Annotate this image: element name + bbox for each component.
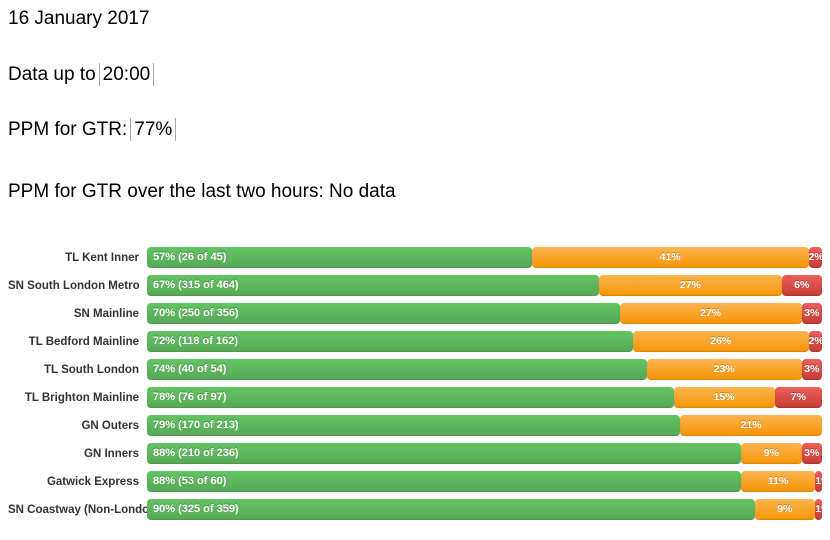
red-bar-segment: 2% bbox=[808, 331, 822, 352]
chart-row: SN Mainline 70% (250 of 356) 27% 3% bbox=[8, 303, 830, 324]
ppm-line: PPM for GTR: 77% bbox=[8, 118, 830, 141]
data-up-to-line: Data up to 20:00 bbox=[8, 63, 830, 86]
row-label: GN Inners bbox=[84, 447, 139, 460]
orange-bar-segment: 26% bbox=[633, 331, 809, 352]
green-bar-segment: 70% (250 of 356) bbox=[147, 303, 620, 324]
chart-row: TL Kent Inner 57% (26 of 45)41%2% bbox=[8, 247, 830, 268]
row-label: Gatwick Express bbox=[46, 475, 139, 488]
row-label: TL Kent Inner bbox=[65, 251, 139, 264]
orange-bar-segment: 41% bbox=[531, 247, 809, 268]
chart-row: SN Coastway (Non-London) 90% (325 of 359)… bbox=[8, 499, 830, 520]
ppm-last-two-hours-line: PPM for GTR over the last two hours: No … bbox=[8, 181, 396, 202]
chart-row: TL Brighton Mainline 78% (76 of 97) 15% 7% bbox=[8, 387, 830, 408]
orange-bar-segment: 15% bbox=[673, 387, 775, 408]
stacked-bar: 74% (40 of 54) 23% 3% bbox=[147, 359, 822, 380]
chart-row: GN Outers 79% (170 of 213) 21% bbox=[8, 415, 830, 436]
row-label: GN Outers bbox=[81, 419, 139, 432]
green-bar-segment: 88% (53 of 60) bbox=[147, 471, 741, 492]
chart-row: SN South London Metro 67% (315 of 464) 27%… bbox=[8, 275, 830, 296]
stacked-bar: 90% (325 of 359)9%1% bbox=[147, 499, 822, 520]
orange-bar-segment: 27% bbox=[599, 275, 782, 296]
orange-bar-segment: 11% bbox=[741, 471, 816, 492]
row-label: SN Coastway (Non-London) bbox=[8, 503, 147, 516]
orange-bar-segment: 9% bbox=[741, 443, 802, 464]
ppm-report-page: 16 January 2017 Data up to 20:00 PPM for … bbox=[8, 8, 830, 520]
red-bar-segment: 6% bbox=[781, 275, 822, 296]
stacked-bar: 88% (53 of 60)11%1% bbox=[147, 471, 822, 492]
orange-bar-segment: 27% bbox=[619, 303, 802, 324]
chart-row: TL South London 74% (40 of 54) 23% 3% bbox=[8, 359, 830, 380]
data-up-to-value: 20:00 bbox=[98, 63, 155, 86]
red-bar-segment: 3% bbox=[801, 303, 822, 324]
green-bar-segment: 88% (210 of 236) bbox=[147, 443, 741, 464]
stacked-bar: 88% (210 of 236) 9% 3% bbox=[147, 443, 822, 464]
chart-row: Gatwick Express 88% (53 of 60)11%1% bbox=[8, 471, 830, 492]
row-label: TL South London bbox=[44, 363, 139, 376]
row-label: TL Brighton Mainline bbox=[24, 391, 139, 404]
orange-bar-segment: 23% bbox=[646, 359, 802, 380]
red-bar-segment: 1% bbox=[815, 499, 822, 520]
green-bar-segment: 57% (26 of 45) bbox=[147, 247, 532, 268]
red-bar-segment: 1% bbox=[815, 471, 822, 492]
red-bar-segment: 3% bbox=[801, 443, 822, 464]
red-bar-segment: 3% bbox=[801, 359, 822, 380]
stacked-bar: 67% (315 of 464) 27% 6% bbox=[147, 275, 822, 296]
data-up-to-label: Data up to bbox=[8, 64, 96, 85]
ppm-label: PPM for GTR: bbox=[8, 119, 128, 140]
red-bar-segment: 2% bbox=[808, 247, 822, 268]
green-bar-segment: 90% (325 of 359) bbox=[147, 499, 755, 520]
chart-row: TL Bedford Mainline 72% (118 of 162)26%2% bbox=[8, 331, 830, 352]
report-date: 16 January 2017 bbox=[8, 8, 150, 29]
red-bar-segment: 7% bbox=[774, 387, 822, 408]
green-bar-segment: 72% (118 of 162) bbox=[147, 331, 633, 352]
green-bar-segment: 67% (315 of 464) bbox=[147, 275, 600, 296]
orange-bar-segment: 9% bbox=[754, 499, 816, 520]
ppm-value: 77% bbox=[130, 118, 177, 141]
row-label: SN South London Metro bbox=[8, 279, 140, 292]
green-bar-segment: 74% (40 of 54) bbox=[147, 359, 647, 380]
stacked-bar: 79% (170 of 213) 21% bbox=[147, 415, 822, 436]
chart-row: GN Inners 88% (210 of 236) 9% 3% bbox=[8, 443, 830, 464]
row-label: TL Bedford Mainline bbox=[28, 335, 139, 348]
orange-bar-segment: 21% bbox=[680, 415, 822, 436]
stacked-bar: 78% (76 of 97) 15% 7% bbox=[147, 387, 822, 408]
green-bar-segment: 79% (170 of 213) bbox=[147, 415, 681, 436]
stacked-bar: 72% (118 of 162)26%2% bbox=[147, 331, 822, 352]
stacked-bar: 57% (26 of 45)41%2% bbox=[147, 247, 822, 268]
green-bar-segment: 78% (76 of 97) bbox=[147, 387, 674, 408]
row-label: SN Mainline bbox=[73, 307, 139, 320]
stacked-bar: 70% (250 of 356) 27% 3% bbox=[147, 303, 822, 324]
